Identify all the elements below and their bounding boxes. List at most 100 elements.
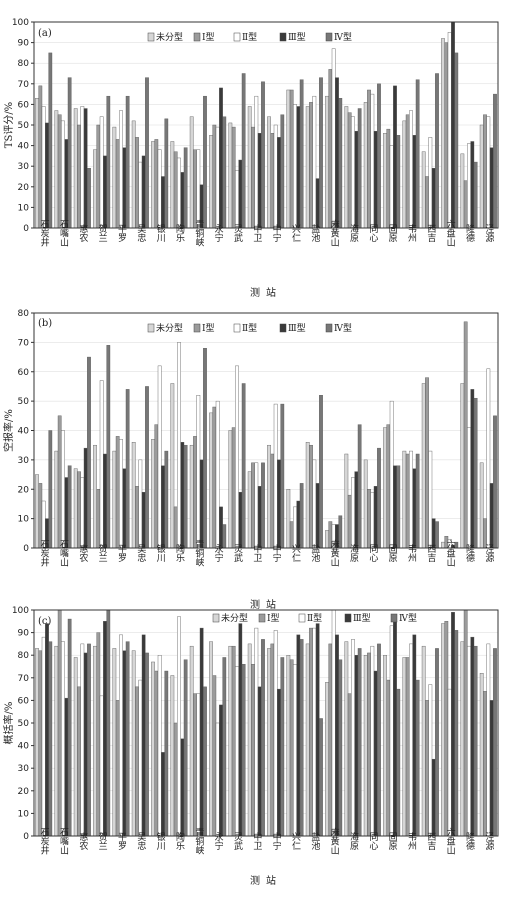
category-label: 固原 bbox=[387, 544, 398, 562]
x-axis-label: 测站 bbox=[250, 874, 282, 887]
category-label: 西吉 bbox=[425, 544, 436, 563]
bar-固原-III型 bbox=[393, 618, 397, 837]
bar-平罗-III型 bbox=[122, 468, 127, 549]
legend-label: Ⅲ型 bbox=[353, 613, 371, 624]
category-label: 平罗 bbox=[116, 224, 127, 243]
bar-固原-II型 bbox=[389, 400, 394, 549]
bar-永宁-I型 bbox=[212, 406, 217, 549]
bar-中宁-IV型 bbox=[280, 657, 285, 837]
bar-中卫-IV型 bbox=[261, 462, 265, 549]
bar-海原-I型 bbox=[347, 693, 352, 837]
bar-惠农-I型 bbox=[77, 686, 81, 837]
bar-六盘山-II型 bbox=[447, 688, 452, 837]
bar-陶乐-IV型 bbox=[183, 659, 188, 837]
category-label: 青铜峡 bbox=[193, 218, 204, 247]
plot-frame bbox=[33, 21, 499, 229]
bar-韦州-IV型 bbox=[415, 453, 420, 549]
bar-麻黄山-IV型 bbox=[338, 659, 343, 837]
bar-灵武-I型 bbox=[231, 126, 236, 229]
bar-平罗-I型 bbox=[115, 436, 120, 549]
category-label: 石炭井 bbox=[39, 828, 50, 856]
bar-盐池-IV型 bbox=[319, 77, 323, 229]
bar-中卫-II型 bbox=[254, 462, 259, 549]
bar-永宁-未分型 bbox=[209, 412, 213, 549]
y-tick-label: 0 bbox=[23, 224, 29, 234]
bar-泾源-未分型 bbox=[479, 124, 484, 229]
bar-陶乐-III型 bbox=[180, 442, 185, 549]
bar-同心-II型 bbox=[370, 645, 375, 837]
bar-石嘴山-II型 bbox=[61, 641, 65, 837]
category-label: 石嘴山 bbox=[58, 828, 69, 855]
category-label: 同心 bbox=[367, 832, 378, 850]
bar-贺兰-I型 bbox=[96, 489, 101, 549]
bar-石嘴山-I型 bbox=[57, 114, 62, 229]
bar-中卫-I型 bbox=[251, 664, 255, 837]
bar-银川-II型 bbox=[157, 655, 162, 837]
bar-六盘山-III型 bbox=[451, 612, 455, 837]
bar-西吉-未分型 bbox=[421, 383, 426, 549]
legend-swatch bbox=[147, 32, 155, 42]
category-label: 西吉 bbox=[425, 832, 436, 851]
bar-中卫-IV型 bbox=[261, 639, 265, 837]
bar-兴仁-II型 bbox=[293, 664, 297, 837]
bar-隆德-I型 bbox=[463, 609, 468, 837]
bar-灵武-III型 bbox=[238, 623, 243, 837]
legend-label: Ⅳ型 bbox=[334, 323, 352, 334]
bar-石嘴山-I型 bbox=[57, 609, 62, 837]
category-label: 隆德 bbox=[464, 831, 475, 851]
bar-石炭井-I型 bbox=[38, 483, 43, 549]
category-label: 固原 bbox=[387, 832, 398, 850]
bar-灵武-未分型 bbox=[228, 645, 233, 837]
category-label: 吴忠 bbox=[135, 224, 146, 242]
bar-石炭井-III型 bbox=[45, 122, 49, 229]
category-label: 六盘山 bbox=[445, 218, 456, 246]
bar-中宁-未分型 bbox=[267, 116, 271, 229]
bar-固原-未分型 bbox=[383, 133, 387, 229]
x-axis-label: 测站 bbox=[250, 598, 282, 611]
bar-贺兰-IV型 bbox=[106, 345, 111, 549]
y-tick-label: 50 bbox=[18, 719, 30, 729]
legend-swatch bbox=[233, 323, 241, 333]
legend-label: 未分型 bbox=[156, 31, 183, 43]
bar-海原-II型 bbox=[351, 116, 355, 229]
category-label: 韦州 bbox=[406, 832, 417, 850]
bar-中卫-II型 bbox=[254, 627, 259, 837]
bar-青铜峡-II型 bbox=[196, 395, 201, 549]
panel-b: 0 10 20 30 40 50 60 70 80 石炭井 石嘴山 惠农 贺兰 平罗 吴忠 银川 陶乐 青铜峡 永宁… bbox=[2, 309, 499, 611]
category-label: 海原 bbox=[348, 223, 359, 242]
bar-韦州-II型 bbox=[409, 110, 413, 229]
y-tick-label: 40 bbox=[18, 427, 30, 437]
category-label: 贺兰 bbox=[97, 543, 108, 562]
bar-海原-II型 bbox=[351, 639, 355, 837]
bar-兴仁-I型 bbox=[289, 89, 294, 229]
bar-隆德-未分型 bbox=[460, 641, 465, 837]
bar-陶乐-IV型 bbox=[183, 147, 188, 229]
bar-盐池-IV型 bbox=[319, 718, 323, 837]
bar-盐池-III型 bbox=[315, 623, 320, 837]
panel-c: 0 10 20 30 40 50 60 70 80 90 100 石炭井 石嘴山 惠农 贺兰 平罗 吴忠 银川 陶乐… bbox=[2, 606, 499, 887]
category-label: 青铜峡 bbox=[193, 826, 204, 855]
bar-盐池-IV型 bbox=[319, 395, 323, 549]
bar-六盘山-III型 bbox=[451, 21, 455, 229]
category-label: 盐池 bbox=[309, 223, 320, 242]
bar-石炭井-I型 bbox=[38, 650, 43, 837]
bar-兴仁-未分型 bbox=[286, 655, 291, 837]
bar-石嘴山-II型 bbox=[61, 430, 65, 549]
legend-label: Ⅱ型 bbox=[242, 32, 257, 43]
category-label: 惠农 bbox=[77, 543, 88, 563]
bar-石嘴山-III型 bbox=[64, 139, 69, 229]
y-tick-label: 80 bbox=[18, 651, 30, 661]
bar-贺兰-IV型 bbox=[106, 609, 111, 837]
bar-盐池-II型 bbox=[312, 627, 317, 837]
bar-惠农-II型 bbox=[80, 477, 85, 549]
legend-label: Ⅰ型 bbox=[202, 323, 215, 334]
bar-吴忠-II型 bbox=[138, 459, 143, 549]
legend-label: Ⅰ型 bbox=[202, 32, 215, 43]
x-axis-label: 测站 bbox=[250, 286, 282, 299]
bar-韦州-III型 bbox=[412, 135, 417, 229]
bar-中宁-IV型 bbox=[280, 403, 285, 549]
bar-平罗-未分型 bbox=[112, 126, 117, 229]
bar-中卫-未分型 bbox=[247, 643, 252, 837]
bar-六盘山-I型 bbox=[444, 42, 449, 229]
bar-惠农-III型 bbox=[83, 447, 88, 549]
